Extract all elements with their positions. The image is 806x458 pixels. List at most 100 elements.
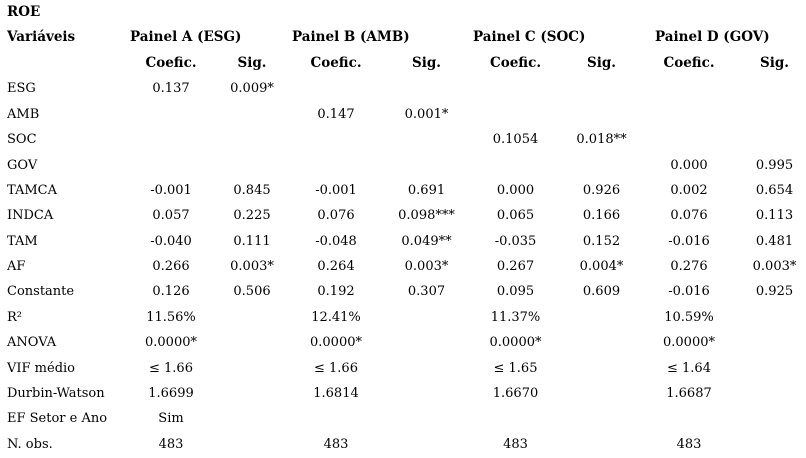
- cell-painel-b-coefic: 0.147: [317, 106, 355, 122]
- cell-painel-d-sig: [733, 127, 806, 152]
- row-label: SOC: [7, 132, 37, 148]
- cell-painel-b-sig: [380, 330, 473, 355]
- cell-painel-b-coefic: -0.001: [315, 182, 357, 198]
- col-header-coefic-a: Coefic.: [145, 54, 197, 71]
- cell-painel-d-sig: 0.481: [755, 233, 794, 249]
- table-row: INDCA 0.057 0.225 0.076 0.098*** 0.065 0…: [0, 203, 806, 228]
- col-header-coefic-b: Coefic.: [310, 54, 362, 71]
- cell-painel-c-sig: [558, 76, 645, 101]
- row-label: AF: [7, 259, 26, 275]
- cell-painel-d-coefic: 1.6687: [666, 386, 712, 402]
- cell-painel-d-sig: [733, 330, 806, 355]
- cell-painel-d-coefic: 0.076: [670, 208, 708, 224]
- row-label: ANOVA: [7, 335, 57, 351]
- title-row-spacer: [130, 0, 806, 25]
- cell-painel-a-sig: [212, 381, 292, 406]
- cell-painel-d-coefic: 483: [676, 436, 702, 452]
- cell-painel-d-sig: [733, 102, 806, 127]
- cell-painel-c-coefic: 0.1054: [492, 132, 539, 148]
- cell-painel-d-coefic: -0.016: [668, 284, 710, 300]
- cell-painel-a-sig: 0.506: [233, 284, 271, 300]
- cell-painel-c-coefic: 0.000: [496, 182, 535, 198]
- subheader-spacer: [0, 51, 130, 76]
- cell-painel-c-sig: [558, 432, 645, 457]
- cell-painel-c-coefic: 0.0000*: [489, 335, 542, 351]
- cell-painel-c-sig: 0.166: [582, 208, 621, 224]
- row-label: GOV: [7, 157, 38, 173]
- col-header-coefic-c: Coefic.: [489, 54, 542, 71]
- cell-painel-b-sig: 0.307: [407, 284, 446, 300]
- table-row: ANOVA 0.0000* 0.0000* 0.0000* 0.0000*: [0, 330, 806, 355]
- cell-painel-a-coefic: [130, 152, 212, 177]
- cell-painel-c-sig: 0.926: [582, 182, 621, 198]
- row-label: TAM: [7, 233, 38, 249]
- cell-painel-c-coefic: 0.095: [496, 284, 535, 300]
- cell-painel-d-coefic: ≤ 1.64: [667, 360, 711, 376]
- cell-painel-a-coefic: ≤ 1.66: [149, 360, 193, 376]
- cell-painel-c-coefic: [473, 102, 558, 127]
- table-row: TAM -0.040 0.111 -0.048 0.049** -0.035 0…: [0, 229, 806, 254]
- cell-painel-a-sig: [212, 305, 292, 330]
- cell-painel-c-sig: [558, 305, 645, 330]
- cell-painel-a-coefic: 0.137: [152, 81, 190, 97]
- cell-painel-d-sig: [733, 355, 806, 380]
- cell-painel-d-coefic: [645, 76, 733, 101]
- cell-painel-b-sig: [380, 355, 473, 380]
- cell-painel-c-sig: [558, 355, 645, 380]
- cell-painel-b-coefic: 483: [323, 436, 349, 452]
- row-label: N. obs.: [7, 436, 53, 452]
- cell-painel-b-sig: [380, 406, 473, 431]
- table-row: N. obs. 483 483 483 483: [0, 432, 806, 457]
- cell-painel-a-sig: [212, 127, 292, 152]
- col-header-sig-d: Sig.: [759, 54, 790, 71]
- col-header-sig-c: Sig.: [586, 54, 617, 71]
- cell-painel-b-coefic: 0.192: [317, 284, 355, 300]
- table-row: GOV 0.000 0.995: [0, 152, 806, 177]
- table-title: ROE: [7, 3, 41, 20]
- cell-painel-c-coefic: [473, 406, 558, 431]
- cell-painel-c-coefic: [473, 76, 558, 101]
- cell-painel-b-sig: 0.691: [407, 182, 446, 198]
- cell-painel-a-coefic: 0.0000*: [145, 335, 197, 351]
- table-row: EF Setor e Ano Sim: [0, 406, 806, 431]
- row-label: Durbin-Watson: [7, 386, 105, 402]
- cell-painel-d-sig: [733, 432, 806, 457]
- cell-painel-d-coefic: -0.016: [668, 233, 710, 249]
- cell-painel-a-coefic: 483: [158, 436, 184, 452]
- cell-painel-c-sig: 0.018**: [576, 132, 627, 148]
- cell-painel-d-coefic: 0.000: [670, 157, 708, 173]
- cell-painel-a-coefic: Sim: [158, 411, 184, 427]
- cell-painel-c-coefic: ≤ 1.65: [493, 360, 538, 376]
- cell-painel-d-coefic: [645, 406, 733, 431]
- cell-painel-a-sig: 0.845: [233, 182, 271, 198]
- cell-painel-b-coefic: [292, 406, 380, 431]
- row-label: INDCA: [7, 208, 54, 224]
- table-row: Durbin-Watson 1.6699 1.6814 1.6670 1.668…: [0, 381, 806, 406]
- cell-painel-b-sig: [380, 432, 473, 457]
- cell-painel-c-coefic: 0.267: [496, 259, 535, 275]
- cell-painel-b-coefic: ≤ 1.66: [314, 360, 358, 376]
- cell-painel-b-sig: [380, 152, 473, 177]
- cell-painel-c-sig: [558, 330, 645, 355]
- row-label: Constante: [7, 284, 75, 300]
- cell-painel-a-sig: [212, 152, 292, 177]
- cell-painel-b-coefic: [292, 127, 380, 152]
- cell-painel-b-coefic: -0.048: [315, 233, 357, 249]
- cell-painel-c-sig: 0.004*: [579, 259, 624, 275]
- cell-painel-a-coefic: [130, 127, 212, 152]
- panel-a-header: Painel A (ESG): [130, 29, 242, 46]
- cell-painel-a-sig: [212, 330, 292, 355]
- cell-painel-b-coefic: 1.6814: [313, 386, 359, 402]
- cell-painel-c-coefic: 0.065: [496, 208, 535, 224]
- cell-painel-d-sig: 0.003*: [752, 259, 797, 275]
- cell-painel-b-coefic: 12.41%: [311, 309, 361, 325]
- cell-painel-d-coefic: 0.276: [670, 259, 708, 275]
- cell-painel-a-coefic: -0.040: [150, 233, 192, 249]
- cell-painel-a-sig: [212, 406, 292, 431]
- cell-painel-b-coefic: [292, 152, 380, 177]
- row-label: ESG: [7, 81, 36, 97]
- cell-painel-d-coefic: [645, 127, 733, 152]
- panel-header-row: Variáveis Painel A (ESG) Painel B (AMB) …: [0, 25, 806, 50]
- cell-painel-c-sig: [558, 406, 645, 431]
- variables-header: Variáveis: [7, 29, 76, 46]
